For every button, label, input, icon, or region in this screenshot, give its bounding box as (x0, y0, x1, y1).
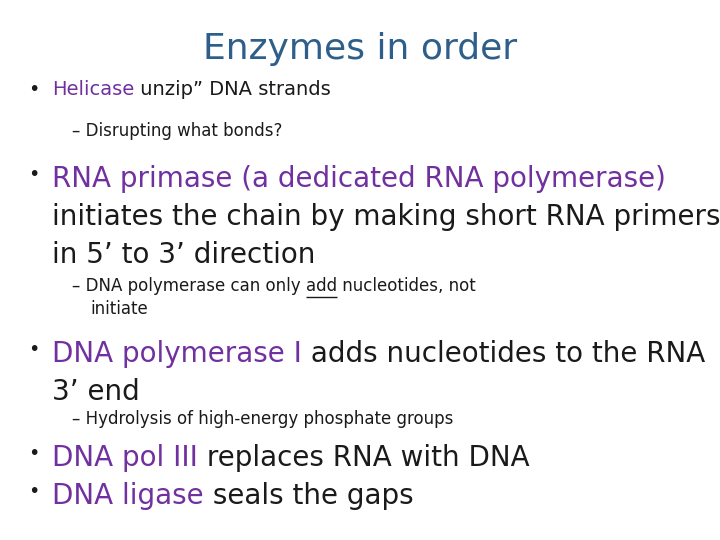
Text: initiate: initiate (90, 300, 148, 318)
Text: unzip” DNA strands: unzip” DNA strands (134, 80, 331, 99)
Text: DNA pol III: DNA pol III (52, 444, 198, 472)
Text: DNA polymerase I: DNA polymerase I (52, 340, 302, 368)
Text: adds nucleotides to the RNA: adds nucleotides to the RNA (302, 340, 705, 368)
Text: in 5’ to 3’ direction: in 5’ to 3’ direction (52, 241, 315, 269)
Text: •: • (28, 165, 40, 184)
Text: – Hydrolysis of high-energy phosphate groups: – Hydrolysis of high-energy phosphate gr… (72, 410, 454, 428)
Text: DNA ligase: DNA ligase (52, 482, 204, 510)
Text: nucleotides, not: nucleotides, not (337, 277, 476, 295)
Text: initiates the chain by making short RNA primers: initiates the chain by making short RNA … (52, 203, 720, 231)
Text: 3’ end: 3’ end (52, 378, 140, 406)
Text: •: • (28, 340, 40, 359)
Text: replaces RNA with DNA: replaces RNA with DNA (198, 444, 529, 472)
Text: •: • (28, 444, 40, 463)
Text: RNA primase (a dedicated RNA polymerase): RNA primase (a dedicated RNA polymerase) (52, 165, 666, 193)
Text: seals the gaps: seals the gaps (204, 482, 413, 510)
Text: – DNA polymerase can only: – DNA polymerase can only (72, 277, 306, 295)
Text: •: • (28, 482, 40, 501)
Text: add: add (306, 277, 337, 295)
Text: – Disrupting what bonds?: – Disrupting what bonds? (72, 122, 282, 140)
Text: Enzymes in order: Enzymes in order (203, 32, 517, 66)
Text: •: • (28, 80, 40, 99)
Text: Helicase: Helicase (52, 80, 134, 99)
